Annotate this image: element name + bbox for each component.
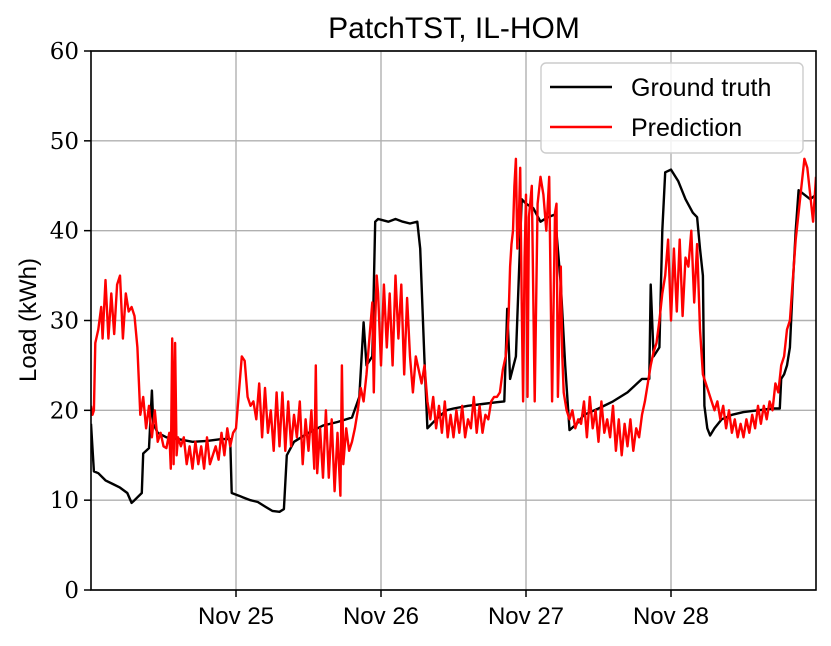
x-tick-label: Nov 26 bbox=[343, 603, 419, 630]
legend-label: Ground truth bbox=[631, 74, 771, 102]
y-axis-label: Load (kWh) bbox=[15, 258, 42, 382]
y-tick-label: 0 bbox=[64, 578, 79, 604]
y-tick-label: 60 bbox=[50, 39, 79, 65]
y-tick-label: 20 bbox=[50, 398, 79, 424]
y-tick-label: 30 bbox=[50, 309, 79, 335]
legend: Ground truth Prediction bbox=[540, 62, 804, 154]
legend-label: Prediction bbox=[631, 114, 742, 142]
x-tick-label: Nov 28 bbox=[633, 603, 709, 630]
y-tick-label: 10 bbox=[50, 488, 79, 514]
y-tick-label: 40 bbox=[50, 219, 79, 245]
y-tick-label: 50 bbox=[50, 129, 79, 155]
legend-box bbox=[540, 62, 804, 154]
x-tick-label: Nov 25 bbox=[198, 603, 274, 630]
series-line-prediction bbox=[91, 157, 816, 497]
chart-title: PatchTST, IL-HOM bbox=[328, 12, 580, 45]
x-tick-label: Nov 27 bbox=[488, 603, 564, 630]
tick-labels: 0 10 20 30 40 50 60 Nov 25 Nov 26 Nov 27 Nov 28 bbox=[50, 39, 709, 630]
